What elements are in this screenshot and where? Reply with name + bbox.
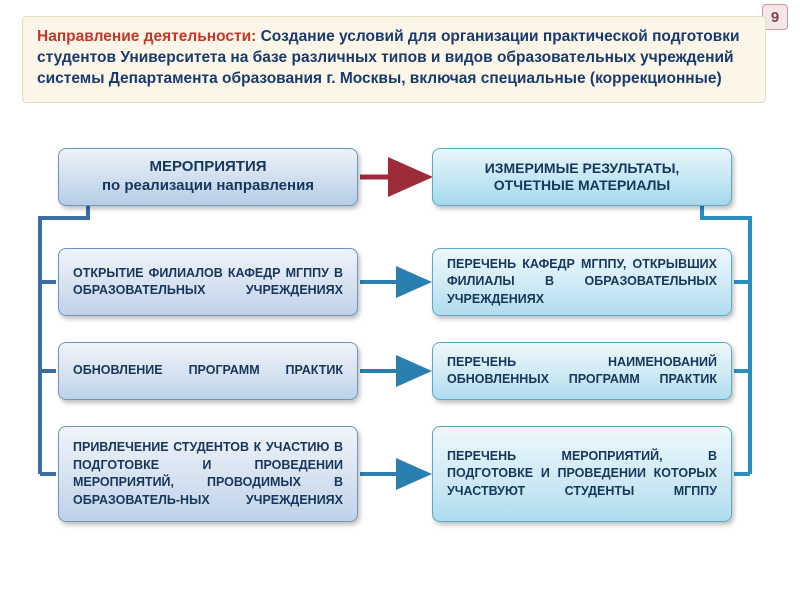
right-head: ИЗМЕРИМЫЕ РЕЗУЛЬТАТЫ,ОТЧЕТНЫЕ МАТЕРИАЛЫ [432, 148, 732, 206]
left-item-0: ОТКРЫТИЕ ФИЛИАЛОВ КАФЕДР МГППУ В ОБРАЗОВ… [58, 248, 358, 316]
left-head: МЕРОПРИЯТИЯпо реализации направления [58, 148, 358, 206]
left-item-1: ОБНОВЛЕНИЕ ПРОГРАММ ПРАКТИК [58, 342, 358, 400]
left-item-2: ПРИВЛЕЧЕНИЕ СТУДЕНТОВ К УЧАСТИЮ В ПОДГОТ… [58, 426, 358, 522]
header-label: Направление деятельности: [37, 28, 256, 45]
right-item-1: ПЕРЕЧЕНЬ НАИМЕНОВАНИЙ ОБНОВЛЕННЫХ ПРОГРА… [432, 342, 732, 400]
right-item-0: ПЕРЕЧЕНЬ КАФЕДР МГППУ, ОТКРЫВШИХ ФИЛИАЛЫ… [432, 248, 732, 316]
right-item-2: ПЕРЕЧЕНЬ МЕРОПРИЯТИЙ, В ПОДГОТОВКЕ И ПРО… [432, 426, 732, 522]
header-box: Направление деятельности: Создание услов… [22, 16, 766, 103]
